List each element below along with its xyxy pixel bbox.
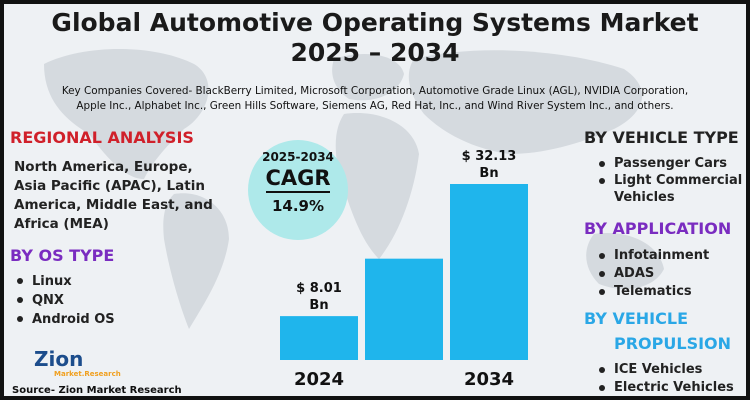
list-item: ADAS [596,265,746,283]
application-list: Infotainment ADAS Telematics [596,247,746,301]
page-title: Global Automotive Operating Systems Mark… [4,8,746,68]
companies-line-2: Apple Inc., Alphabet Inc., Green Hills S… [76,100,674,112]
companies-line-1: Key Companies Covered- BlackBerry Limite… [61,85,689,97]
data-label: Bn [309,298,328,313]
propulsion-heading-line-2: PROPULSION [614,334,732,353]
data-label: $ 32.13 [462,149,517,164]
logo-sub: Market.Research [54,370,121,378]
list-item: QNX [14,291,154,310]
propulsion-heading-line-1: BY VEHICLE [584,309,688,328]
list-item: Light Commercial Vehicles [596,172,746,206]
vehicle-type-list: Passenger Cars Light Commercial Vehicles [596,155,746,206]
source-note: Source- Zion Market Research [12,385,182,396]
os-type-heading: BY OS TYPE [10,246,115,265]
logo-name: Zion [34,347,83,371]
data-label: Bn [479,166,498,181]
vehicle-type-heading: BY VEHICLE TYPE [584,128,739,147]
zion-logo: Zion Market.Research [34,347,121,378]
title-line-1: Global Automotive Operating Systems Mark… [51,8,699,37]
cagr-value: 14.9% [271,197,325,215]
list-item: Linux [14,272,154,291]
cagr-years: 2025-2034 [262,150,334,164]
list-item: ICE Vehicles [596,361,746,379]
bar-2024 [280,316,358,360]
list-item: Electric Vehicles [596,379,746,396]
regional-analysis-text: North America, Europe, Asia Pacific (APA… [14,159,213,232]
os-type-list: Linux QNX Android OS [14,272,154,329]
category-label: 2034 [464,369,514,390]
list-item: Infotainment [596,247,746,265]
list-item: Android OS [14,310,154,329]
list-item: Passenger Cars [596,155,746,172]
data-label: $ 8.01 [296,281,342,296]
propulsion-list: ICE Vehicles Electric Vehicles [596,361,746,396]
cagr-underline [266,191,330,193]
market-bar-chart: $ 8.01 Bn 2024 $ 32.13 Bn 2034 [280,149,528,390]
world-map-background [44,49,664,329]
cagr-label: CAGR [265,166,331,190]
cagr-badge: 2025-2034 CAGR 14.9% [248,140,348,240]
bar-mid [365,258,443,360]
regional-analysis-heading: REGIONAL ANALYSIS [10,128,194,147]
key-companies: Key Companies Covered- BlackBerry Limite… [14,84,736,114]
application-heading: BY APPLICATION [584,219,732,238]
list-item: Telematics [596,283,746,301]
title-line-2: 2025 – 2034 [290,38,460,67]
bar-2034 [450,184,528,360]
category-label: 2024 [294,369,344,390]
